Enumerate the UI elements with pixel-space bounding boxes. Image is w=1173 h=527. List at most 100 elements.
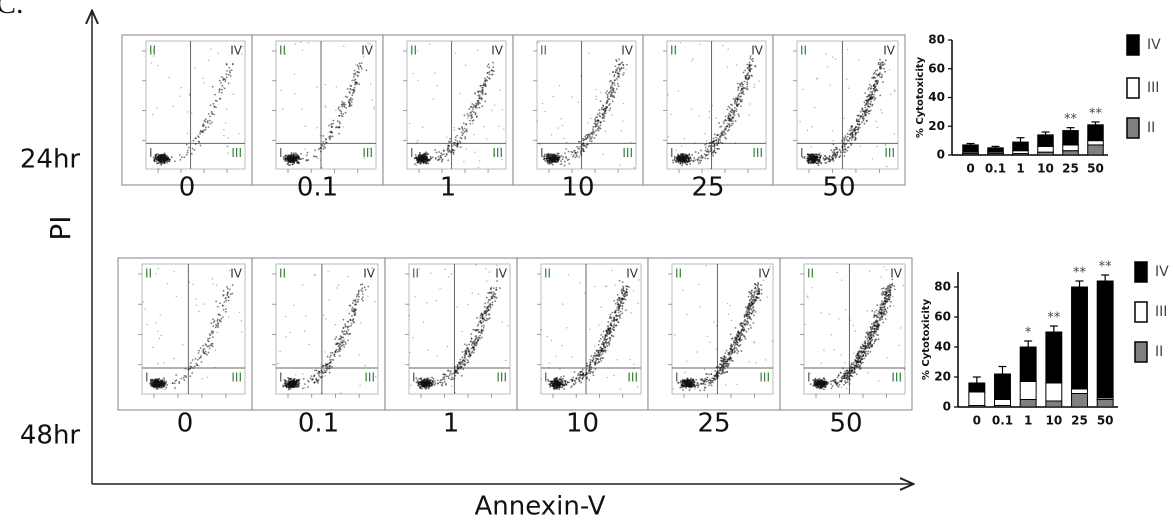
- event-dot: [724, 115, 727, 118]
- event-dot: [197, 358, 199, 361]
- event-dot: [699, 43, 701, 46]
- event-dot: [464, 136, 467, 138]
- quadrant-label: IV: [230, 267, 243, 281]
- event-dot: [730, 109, 733, 111]
- event-dot: [602, 105, 605, 107]
- event-dot: [463, 359, 466, 362]
- event-dot: [589, 136, 591, 139]
- event-dot: [425, 151, 427, 154]
- event-dot: [737, 86, 740, 89]
- event-dot: [604, 112, 607, 115]
- event-dot: [361, 69, 363, 71]
- event-dot: [194, 357, 197, 360]
- dose-label: 1: [443, 409, 460, 439]
- event-dot: [453, 149, 456, 152]
- event-dot: [451, 149, 454, 152]
- event-dot: [330, 123, 333, 125]
- event-dot: [834, 156, 837, 159]
- event-dot: [854, 126, 857, 128]
- event-dot: [423, 152, 426, 155]
- event-dot: [465, 128, 468, 131]
- event-dot: [423, 154, 426, 157]
- event-dot: [226, 145, 228, 147]
- event-dot: [602, 330, 605, 333]
- event-dot: [550, 134, 553, 136]
- event-dot: [581, 368, 584, 371]
- event-dot: [216, 331, 218, 334]
- event-dot: [548, 158, 550, 161]
- event-dot: [832, 160, 835, 162]
- event-dot: [332, 119, 335, 122]
- event-dot: [584, 373, 587, 376]
- event-dot: [419, 159, 421, 162]
- event-dot: [329, 354, 332, 357]
- event-dot: [323, 145, 326, 148]
- event-dot: [594, 352, 596, 355]
- event-dot: [322, 134, 325, 137]
- event-dot: [674, 46, 677, 48]
- event-dot: [298, 157, 301, 160]
- event-dot: [747, 83, 749, 85]
- event-dot: [754, 65, 757, 68]
- event-dot: [163, 152, 166, 155]
- event-dot: [450, 273, 453, 275]
- event-dot: [595, 120, 597, 123]
- event-dot: [739, 82, 742, 85]
- event-dot: [620, 130, 623, 132]
- event-dot: [723, 120, 726, 122]
- event-dot: [430, 272, 432, 275]
- event-dot: [351, 88, 354, 91]
- event-dot: [606, 93, 609, 96]
- event-dot: [357, 292, 360, 295]
- event-dot: [211, 113, 214, 115]
- event-dot: [435, 299, 438, 302]
- event-dot: [186, 132, 189, 135]
- event-dot: [302, 373, 304, 375]
- event-dot: [429, 382, 432, 385]
- event-dot: [226, 285, 228, 288]
- event-dot: [745, 74, 748, 77]
- event-dot: [291, 163, 294, 166]
- event-dot: [863, 122, 866, 125]
- event-dot: [549, 380, 552, 383]
- event-dot: [208, 337, 211, 340]
- event-dot: [437, 382, 440, 385]
- event-dot: [574, 382, 577, 384]
- event-dot: [870, 87, 873, 90]
- flow-panel: [382, 34, 514, 186]
- event-dot: [237, 132, 240, 135]
- event-dot: [463, 131, 466, 133]
- event-dot: [163, 162, 166, 164]
- event-dot: [611, 114, 614, 116]
- event-dot: [543, 158, 546, 160]
- event-dot: [297, 161, 300, 164]
- event-dot: [463, 357, 466, 359]
- event-dot: [318, 373, 320, 375]
- event-dot: [598, 353, 600, 356]
- event-dot: [228, 70, 231, 72]
- event-dot: [155, 273, 158, 275]
- event-dot: [727, 48, 729, 50]
- event-dot: [588, 52, 590, 54]
- event-dot: [551, 157, 553, 160]
- event-dot: [198, 141, 201, 143]
- event-dot: [849, 129, 852, 132]
- event-dot: [480, 96, 483, 99]
- event-dot: [285, 336, 287, 338]
- x-axis-label: Annexin-V: [474, 492, 605, 522]
- event-dot: [454, 391, 456, 394]
- event-dot: [330, 125, 333, 128]
- event-dot: [472, 351, 475, 354]
- event-dot: [338, 132, 340, 135]
- event-dot: [849, 142, 852, 145]
- event-dot: [727, 119, 730, 121]
- event-dot: [748, 103, 751, 105]
- quadrant-label: I: [670, 146, 674, 160]
- quadrant-label: II: [149, 44, 156, 58]
- event-dot: [467, 303, 469, 306]
- event-dot: [854, 127, 856, 130]
- event-dot: [339, 335, 342, 338]
- event-dot: [354, 83, 356, 86]
- event-dot: [346, 326, 349, 329]
- event-dot: [873, 71, 876, 74]
